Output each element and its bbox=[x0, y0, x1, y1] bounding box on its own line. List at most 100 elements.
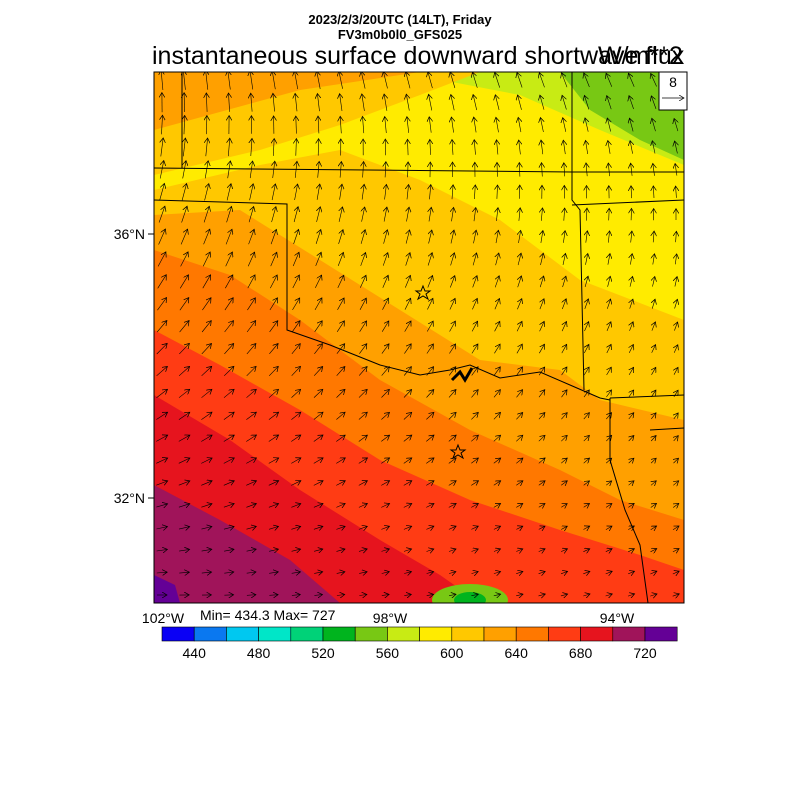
wind-arrow-icon bbox=[540, 95, 545, 110]
wind-arrow-icon bbox=[560, 549, 567, 552]
wind-arrow-icon bbox=[562, 95, 567, 110]
wind-arrow-icon bbox=[608, 231, 609, 243]
wind-arrow-icon bbox=[426, 504, 434, 508]
colorbar-box bbox=[322, 626, 356, 642]
wind-arrow-icon bbox=[268, 412, 279, 420]
wind-arrow-icon bbox=[228, 72, 231, 90]
wind-arrow-icon bbox=[538, 390, 545, 398]
wind-arrow-icon bbox=[628, 526, 634, 530]
wind-arrow-icon bbox=[608, 141, 610, 154]
wind-arrow-icon bbox=[269, 572, 278, 573]
wind-arrow-icon bbox=[516, 549, 523, 552]
wind-arrow-icon bbox=[156, 343, 167, 355]
wind-arrow-icon bbox=[381, 435, 389, 442]
wind-arrow-icon bbox=[161, 138, 163, 157]
wind-arrow-icon bbox=[427, 253, 432, 266]
wind-arrow-icon bbox=[493, 458, 501, 464]
wind-arrow-icon bbox=[179, 343, 189, 355]
wind-arrow-icon bbox=[653, 254, 655, 265]
wind-arrow-icon bbox=[404, 572, 411, 574]
wind-arrow-icon bbox=[471, 549, 479, 552]
wind-arrow-icon bbox=[407, 185, 409, 200]
colorbar-box bbox=[290, 626, 324, 642]
wind-arrow-icon bbox=[246, 595, 256, 596]
wind-arrow-icon bbox=[516, 594, 523, 596]
wind-arrow-icon bbox=[562, 73, 568, 88]
wind-arrow-icon bbox=[383, 72, 388, 89]
wind-arrow-icon bbox=[496, 253, 499, 266]
wind-arrow-icon bbox=[606, 390, 611, 398]
state-boundaries bbox=[154, 72, 684, 603]
colorbar-box bbox=[354, 626, 388, 642]
wind-arrow-icon bbox=[269, 321, 278, 333]
flux-field bbox=[154, 72, 684, 603]
wind-arrow-icon bbox=[337, 252, 343, 267]
wind-arrow-icon bbox=[251, 93, 252, 112]
colorbar-box bbox=[451, 626, 485, 642]
wind-arrow-icon bbox=[338, 230, 343, 244]
wind-arrow-icon bbox=[268, 481, 279, 486]
wind-arrow-icon bbox=[313, 458, 323, 464]
wind-arrow-icon bbox=[183, 72, 185, 90]
wind-arrow-icon bbox=[246, 344, 256, 355]
wind-arrow-icon bbox=[292, 252, 299, 267]
wind-arrow-icon bbox=[359, 572, 367, 574]
oklahoma-city-star-icon bbox=[414, 284, 432, 301]
wind-arrow-icon bbox=[203, 206, 209, 223]
wind-arrow-icon bbox=[246, 504, 256, 508]
wind-arrow-icon bbox=[179, 275, 188, 289]
wind-arrow-icon bbox=[630, 299, 633, 309]
wind-arrow-icon bbox=[538, 367, 545, 376]
wind-arrow-icon bbox=[609, 208, 610, 221]
band-green bbox=[560, 72, 684, 160]
wind-arrow-icon bbox=[585, 322, 589, 332]
wind-arrow-icon bbox=[583, 594, 590, 596]
wind-arrow-icon bbox=[651, 390, 656, 398]
wind-arrow-icon bbox=[493, 572, 501, 574]
wind-arrow-icon bbox=[157, 298, 166, 311]
wind-arrow-icon bbox=[627, 594, 635, 596]
wind-arrow-icon bbox=[650, 594, 657, 596]
wind-arrow-icon bbox=[426, 481, 434, 486]
wind-arrow-icon bbox=[181, 184, 187, 201]
wind-arrow-icon bbox=[336, 389, 346, 398]
wind-arrow-icon bbox=[184, 93, 185, 113]
wind-arrow-icon bbox=[404, 321, 411, 332]
wind-arrow-icon bbox=[672, 549, 679, 552]
wind-arrow-icon bbox=[495, 72, 500, 88]
wind-arrow-icon bbox=[474, 117, 476, 133]
wind-arrow-icon bbox=[296, 139, 297, 156]
wind-arrow-icon bbox=[653, 163, 655, 176]
wind-arrow-icon bbox=[201, 458, 212, 464]
colorbar-box bbox=[612, 626, 646, 642]
wind-arrow-icon bbox=[426, 321, 433, 332]
wind-arrow-icon bbox=[358, 435, 368, 442]
wind-arrow-icon bbox=[292, 275, 300, 289]
wind-arrow-icon bbox=[224, 549, 234, 551]
wind-arrow-icon bbox=[250, 184, 254, 201]
wind-arrow-icon bbox=[449, 298, 455, 310]
wind-arrow-icon bbox=[205, 161, 208, 179]
wind-arrow-icon bbox=[430, 185, 431, 200]
wind-arrow-icon bbox=[405, 253, 410, 266]
wind-arrow-icon bbox=[518, 253, 521, 266]
wind-arrow-icon bbox=[246, 549, 257, 551]
wind-arrow-icon bbox=[449, 572, 456, 574]
wind-arrow-icon bbox=[270, 252, 277, 267]
wind-arrow-icon bbox=[225, 229, 232, 245]
wind-arrow-icon bbox=[156, 527, 168, 529]
band-lightgreen bbox=[154, 72, 684, 165]
wind-arrow-icon bbox=[291, 504, 300, 508]
wind-arrow-icon bbox=[403, 458, 412, 464]
wind-arrow-icon bbox=[608, 254, 610, 265]
wind-arrow-icon bbox=[201, 527, 212, 530]
wind-arrow-icon bbox=[291, 412, 300, 420]
wind-arrow-icon bbox=[337, 275, 344, 289]
wind-arrow-icon bbox=[538, 594, 546, 596]
wind-arrow-icon bbox=[652, 299, 655, 309]
wind-arrow-icon bbox=[428, 72, 433, 89]
wind-arrow-icon bbox=[204, 184, 209, 201]
wind-arrow-icon bbox=[607, 367, 612, 376]
wind-arrow-icon bbox=[608, 276, 611, 287]
wind-arrow-icon bbox=[340, 184, 342, 200]
